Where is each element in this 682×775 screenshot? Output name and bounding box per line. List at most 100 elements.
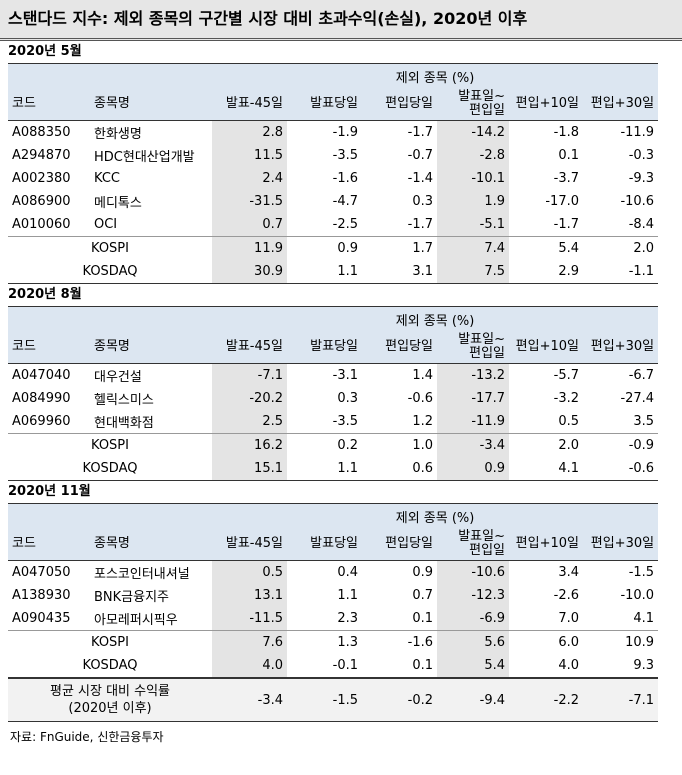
column-header: 발표당일 <box>287 528 362 561</box>
column-header: 편입당일 <box>362 528 437 561</box>
value: 5.4 <box>437 654 509 678</box>
value: -12.3 <box>437 584 509 607</box>
value: -1.7 <box>553 217 579 232</box>
value: 2.8 <box>212 120 287 144</box>
column-header: 코드 <box>8 88 90 121</box>
code: A002380 <box>12 171 71 186</box>
table: 제외 종목 (%) 코드 종목명 발표-45일 발표당일 편입당일 발표일~ 편입일 편입+10… <box>8 306 659 481</box>
header-row: 코드 종목명 발표-45일 발표당일 편입당일 발표일~ 편입일 편입+10일 편입+30일 <box>8 331 659 364</box>
index-row: KOSPI 7.6 1.3 -1.6 5.6 6.0 10.9 <box>8 630 659 654</box>
value: -1.6 <box>332 171 358 186</box>
value: 7.6 <box>212 630 287 654</box>
value: -20.2 <box>212 387 287 410</box>
column-header: 편입당일 <box>362 88 437 121</box>
value: -1.9 <box>332 125 358 140</box>
value: -7.1 <box>583 678 659 722</box>
index-row: KOSDAQ 30.9 1.1 3.1 7.5 2.9 -1.1 <box>8 260 659 284</box>
value: 3.1 <box>362 260 437 284</box>
code: A084990 <box>12 391 71 406</box>
column-header-line: 편입일 <box>469 103 505 118</box>
stock-name: 메디톡스 <box>94 196 142 211</box>
value: 1.1 <box>287 457 362 481</box>
value: 0.7 <box>212 213 287 237</box>
value: -8.4 <box>628 217 655 232</box>
value: -0.9 <box>583 433 659 457</box>
value: 16.2 <box>212 433 287 457</box>
table-body: 평균 시장 대비 수익률 (2020년 이후) -3.4 -1.5 -0.2 -9.4 -2… <box>8 678 659 722</box>
group-header: 제외 종목 (%) <box>212 503 659 528</box>
value: -4.7 <box>332 194 358 209</box>
value: -14.2 <box>437 120 509 144</box>
value: -1.6 <box>362 630 437 654</box>
average-row: 평균 시장 대비 수익률 (2020년 이후) -3.4 -1.5 -0.2 -9.4 -2… <box>8 678 659 722</box>
stock-name: OCI <box>94 217 118 232</box>
code: A090435 <box>12 611 71 626</box>
value: 10.9 <box>583 630 659 654</box>
value: 7.0 <box>558 611 579 626</box>
index-name: KOSDAQ <box>8 260 212 284</box>
value: -3.5 <box>332 148 358 163</box>
value: 3.5 <box>633 414 655 429</box>
column-header: 발표당일 <box>287 88 362 121</box>
value: -2.6 <box>553 588 579 603</box>
value: 3.4 <box>558 565 579 580</box>
value: 0.2 <box>287 433 362 457</box>
group-header: 제외 종목 (%) <box>212 63 659 88</box>
data-row: A002380 KCC 2.4 -1.6 -1.4 -10.1 -3.7 -9.3 <box>8 167 658 190</box>
index-name: KOSPI <box>8 433 212 457</box>
value: 1.0 <box>362 433 437 457</box>
value: -6.9 <box>437 607 509 631</box>
value: 1.1 <box>337 588 358 603</box>
header-row: 제외 종목 (%) <box>8 63 659 88</box>
column-header: 발표일~ 편입일 <box>437 331 509 364</box>
code: A069960 <box>12 414 71 429</box>
stock-name: 포스코인터내셔널 <box>94 567 190 582</box>
column-header-line: 편입일 <box>469 346 505 361</box>
data-row: A294870 HDC현대산업개발 11.5 -3.5 -0.7 -2.8 0.1 -0.3 <box>8 144 658 167</box>
column-header: 발표-45일 <box>212 331 287 364</box>
value: -17.0 <box>545 194 579 209</box>
column-header: 편입당일 <box>362 331 437 364</box>
column-header: 발표당일 <box>287 331 362 364</box>
value: 11.5 <box>212 144 287 167</box>
code: A294870 <box>12 148 71 163</box>
column-header-line: 편입일 <box>469 543 505 558</box>
title: 스탠다드 지수: 제외 종목의 구간별 시장 대비 초과수익(손실), 2020… <box>0 0 682 41</box>
value: 2.4 <box>212 167 287 190</box>
table: 제외 종목 (%) 코드 종목명 발표-45일 발표당일 편입당일 발표일~ 편입일 편입+10… <box>8 503 659 678</box>
table: 제외 종목 (%) 코드 종목명 발표-45일 발표당일 편입당일 발표일~ 편입일 편입+10… <box>8 63 659 284</box>
value: -10.6 <box>437 560 509 584</box>
average-label-line: 평균 시장 대비 수익률 <box>49 684 171 699</box>
value: 0.7 <box>412 588 433 603</box>
column-header-line: 발표일~ <box>458 89 505 104</box>
value: -27.4 <box>620 391 655 406</box>
value: 0.9 <box>287 236 362 260</box>
column-header: 발표일~ 편입일 <box>437 88 509 121</box>
stock-name: 한화생명 <box>94 127 142 142</box>
index-row: KOSPI 16.2 0.2 1.0 -3.4 2.0 -0.9 <box>8 433 659 457</box>
column-header: 편입+30일 <box>583 331 659 364</box>
value: 11.9 <box>212 236 287 260</box>
value: 1.1 <box>287 260 362 284</box>
column-header: 편입+30일 <box>583 528 659 561</box>
value: 1.2 <box>412 414 433 429</box>
stock-name: 대우건설 <box>94 370 142 385</box>
value: 2.3 <box>337 611 358 626</box>
value: 2.0 <box>509 433 583 457</box>
value: 1.4 <box>412 368 433 383</box>
value: -1.4 <box>407 171 433 186</box>
value: -7.1 <box>212 363 287 387</box>
value: -0.2 <box>362 678 438 722</box>
data-row: A069960 현대백화점 2.5 -3.5 1.2 -11.9 0.5 3.5 <box>8 410 658 434</box>
data-row: A088350 한화생명 2.8 -1.9 -1.7 -14.2 -1.8 -11.9 <box>8 120 658 144</box>
column-header: 편입+10일 <box>509 528 583 561</box>
value: 4.1 <box>633 611 655 626</box>
value: -0.1 <box>287 654 362 678</box>
index-row: KOSPI 11.9 0.9 1.7 7.4 5.4 2.0 <box>8 236 659 260</box>
value: -3.4 <box>212 678 288 722</box>
value: -31.5 <box>212 190 287 213</box>
value: -10.1 <box>437 167 509 190</box>
source: 자료: FnGuide, 신한금융투자 <box>10 730 164 744</box>
value: 0.3 <box>412 194 433 209</box>
value: -0.7 <box>407 148 433 163</box>
